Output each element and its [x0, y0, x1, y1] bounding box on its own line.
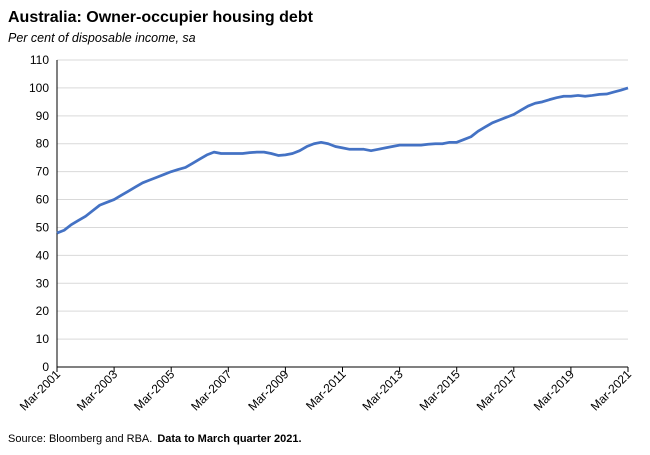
chart-title: Australia: Owner-occupier housing debt: [8, 9, 314, 26]
y-tick-label: 60: [36, 193, 50, 207]
data-line: [56, 86, 629, 235]
x-tick-label: Mar-2013: [360, 367, 406, 413]
x-tick-label: Mar-2003: [74, 367, 120, 413]
y-tick-label: 20: [36, 304, 50, 318]
x-tick-label: Mar-2007: [188, 367, 234, 413]
y-tick-label: 30: [36, 276, 50, 290]
x-tick-label: Mar-2021: [588, 367, 634, 413]
x-tick-label: Mar-2009: [245, 367, 291, 413]
y-tick-label: 90: [36, 109, 50, 123]
y-tick-label: 50: [36, 220, 50, 234]
y-tick-label: 110: [30, 53, 49, 67]
y-tick-label: 10: [36, 332, 50, 346]
y-tick-label: 70: [36, 165, 50, 179]
source: Source: Bloomberg and RBA.: [8, 433, 152, 445]
x-tick-label: Mar-2015: [417, 367, 463, 413]
x-tick-label: Mar-2019: [531, 367, 577, 413]
x-tick-label: Mar-2011: [303, 367, 349, 413]
y-tick-label: 0: [42, 360, 49, 374]
note: Data to March quarter 2021.: [157, 433, 301, 445]
x-tick-label: Mar-2017: [474, 367, 520, 413]
footer: Source: Bloomberg and RBA. Data to March …: [8, 433, 302, 445]
chart-subtitle: Per cent of disposable income, sa: [8, 31, 196, 45]
y-tick-label: 100: [29, 81, 49, 95]
y-tick-label: 80: [36, 137, 50, 151]
y-tick-label: 40: [36, 248, 50, 262]
x-tick-label: Mar-2001: [17, 367, 63, 413]
x-tick-label: Mar-2005: [131, 367, 177, 413]
